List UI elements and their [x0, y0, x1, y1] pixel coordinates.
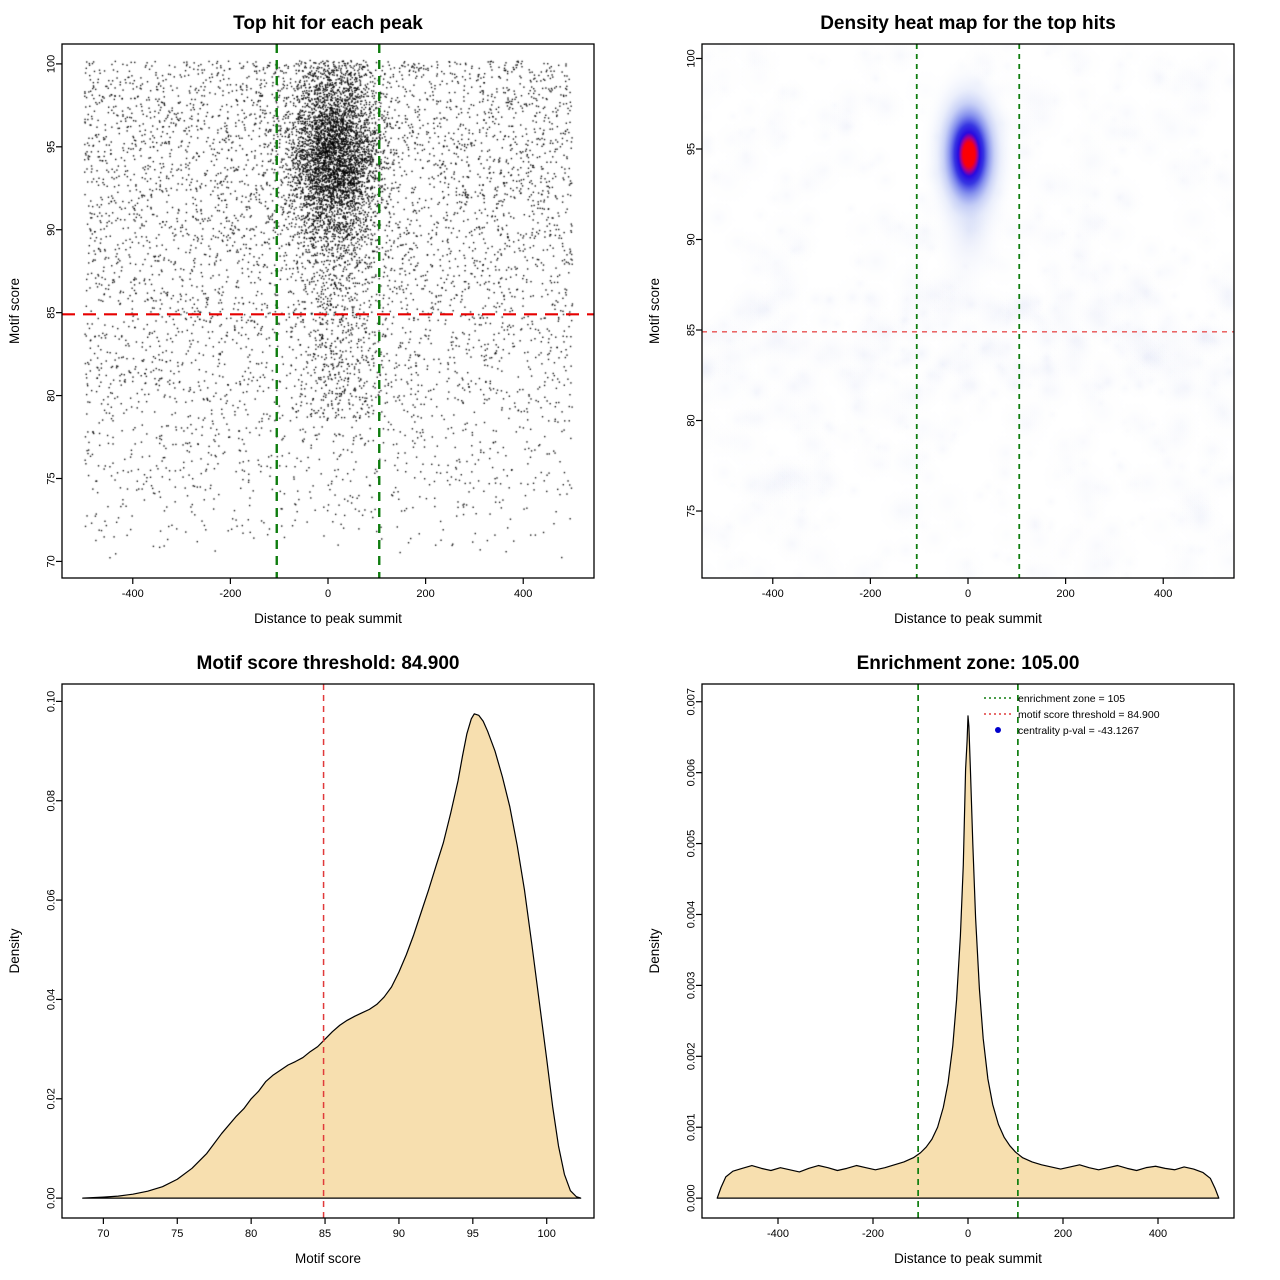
plot-box — [61, 683, 595, 1219]
score-density-svg: Motif score threshold: 84.900 Motif scor… — [7, 653, 595, 1266]
heatmap-canvas — [702, 44, 1234, 578]
chart-title-scatter: Top hit for each peak — [233, 13, 423, 34]
y-tick-label: 75 — [686, 505, 698, 517]
heatmap-overlay-group — [702, 44, 1234, 578]
axes: -400 -200 0 200 400 0.000 0.001 0.002 0.003 0.004… — [686, 683, 1235, 1240]
y-tick-label: 0.02 — [46, 1088, 58, 1109]
legend: enrichment zone = 105 motif score thresho… — [984, 693, 1160, 737]
x-tick-label: 100 — [538, 1228, 556, 1240]
x-tick-label: 400 — [1149, 1228, 1167, 1240]
reference-lines — [702, 44, 1234, 578]
score-density-x-axis-label: Motif score — [295, 1251, 361, 1266]
legend-label: enrichment zone = 105 — [1018, 693, 1125, 705]
x-tick-label: -200 — [859, 588, 881, 600]
y-tick-label: 85 — [46, 307, 58, 319]
chart-title-heatmap: Density heat map for the top hits — [820, 13, 1116, 34]
plot-box — [61, 43, 595, 579]
density-area — [82, 713, 582, 1199]
x-tick-label: 0 — [965, 588, 971, 600]
x-tick-label: 80 — [245, 1228, 257, 1240]
plot-box — [701, 683, 1235, 1219]
y-tick-label: 0.000 — [686, 1184, 698, 1212]
x-tick-label: -400 — [122, 588, 144, 600]
panel-top-hits-scatter: Top hit for each peak Distance to peak s… — [0, 0, 640, 640]
density-area — [716, 715, 1220, 1199]
scatter-points-canvas — [62, 44, 594, 578]
x-tick-label: -200 — [862, 1228, 884, 1240]
panel-motif-score-density: Motif score threshold: 84.900 Motif scor… — [0, 640, 640, 1280]
distance-density-y-axis-label: Density — [647, 928, 662, 973]
heatmap-axes-svg: Density heat map for the top hits Distan… — [647, 13, 1235, 626]
y-tick-label: 100 — [686, 49, 698, 67]
y-tick-label: 0.04 — [46, 989, 58, 1010]
x-tick-label: 0 — [325, 588, 331, 600]
x-tick-label: 400 — [1154, 588, 1172, 600]
x-tick-label: 0 — [965, 1228, 971, 1240]
y-tick-label: 75 — [46, 472, 58, 484]
x-tick-label: 95 — [467, 1228, 479, 1240]
plot-box — [701, 43, 1235, 579]
distance-density-svg: enrichment zone = 105 motif score thresho… — [647, 653, 1235, 1266]
panel-density-heatmap: Density heat map for the top hits Distan… — [640, 0, 1280, 640]
scatter-overlay-group — [62, 44, 594, 578]
y-tick-label: 0.06 — [46, 889, 58, 910]
legend-label: centrality p-val = -43.1267 — [1018, 725, 1139, 737]
y-tick-label: 95 — [686, 143, 698, 155]
y-tick-label: 0.001 — [686, 1113, 698, 1141]
y-tick-label: 90 — [46, 224, 58, 236]
x-tick-label: 75 — [171, 1228, 183, 1240]
y-tick-label: 100 — [46, 55, 58, 73]
y-tick-label: 70 — [46, 555, 58, 567]
reference-lines — [917, 684, 1019, 1218]
y-tick-label: 0.007 — [686, 688, 698, 716]
x-tick-label: -400 — [767, 1228, 789, 1240]
x-tick-label: 85 — [319, 1228, 331, 1240]
reference-lines — [62, 44, 594, 578]
axes: -400 -200 0 200 400 75 80 85 90 95 100 — [686, 43, 1235, 600]
x-tick-label: 400 — [514, 588, 532, 600]
y-tick-label: 85 — [686, 324, 698, 336]
chart-title-distance-density: Enrichment zone: 105.00 — [857, 653, 1080, 674]
heatmap-x-axis-label: Distance to peak summit — [894, 611, 1042, 626]
x-tick-label: 90 — [393, 1228, 405, 1240]
heatmap-y-axis-label: Motif score — [647, 278, 662, 344]
axes: 70 75 80 85 90 95 100 0.00 0.02 0.04 0.06 0.08 0.10 — [46, 683, 595, 1240]
chart-title-score-density: Motif score threshold: 84.900 — [197, 653, 460, 674]
x-tick-label: 200 — [1056, 588, 1074, 600]
y-tick-label: 90 — [686, 233, 698, 245]
x-tick-label: 70 — [97, 1228, 109, 1240]
score-density-y-axis-label: Density — [7, 928, 22, 973]
y-tick-label: 80 — [686, 414, 698, 426]
y-tick-label: 0.00 — [46, 1187, 58, 1208]
y-tick-label: 0.006 — [686, 759, 698, 787]
score-density-group — [82, 684, 582, 1218]
axes: -400 -200 0 200 400 70 75 80 85 90 95 100 — [46, 43, 595, 600]
scatter-axes-svg: Top hit for each peak Distance to peak s… — [7, 13, 595, 626]
scatter-x-axis-label: Distance to peak summit — [254, 611, 402, 626]
x-tick-label: -400 — [762, 588, 784, 600]
x-tick-label: 200 — [416, 588, 434, 600]
x-tick-label: -200 — [219, 588, 241, 600]
y-tick-label: 0.08 — [46, 790, 58, 811]
panel-distance-density: enrichment zone = 105 motif score thresho… — [640, 640, 1280, 1280]
y-tick-label: 95 — [46, 141, 58, 153]
y-tick-label: 0.10 — [46, 691, 58, 712]
legend-point-marker — [995, 727, 1001, 733]
y-tick-label: 0.004 — [686, 901, 698, 929]
y-tick-label: 0.002 — [686, 1043, 698, 1071]
x-tick-label: 200 — [1054, 1228, 1072, 1240]
y-tick-label: 80 — [46, 389, 58, 401]
distance-density-group: enrichment zone = 105 motif score thresho… — [716, 684, 1220, 1218]
legend-label: motif score threshold = 84.900 — [1018, 709, 1160, 721]
y-tick-label: 0.003 — [686, 972, 698, 1000]
scatter-y-axis-label: Motif score — [7, 278, 22, 344]
y-tick-label: 0.005 — [686, 830, 698, 858]
distance-density-x-axis-label: Distance to peak summit — [894, 1251, 1042, 1266]
